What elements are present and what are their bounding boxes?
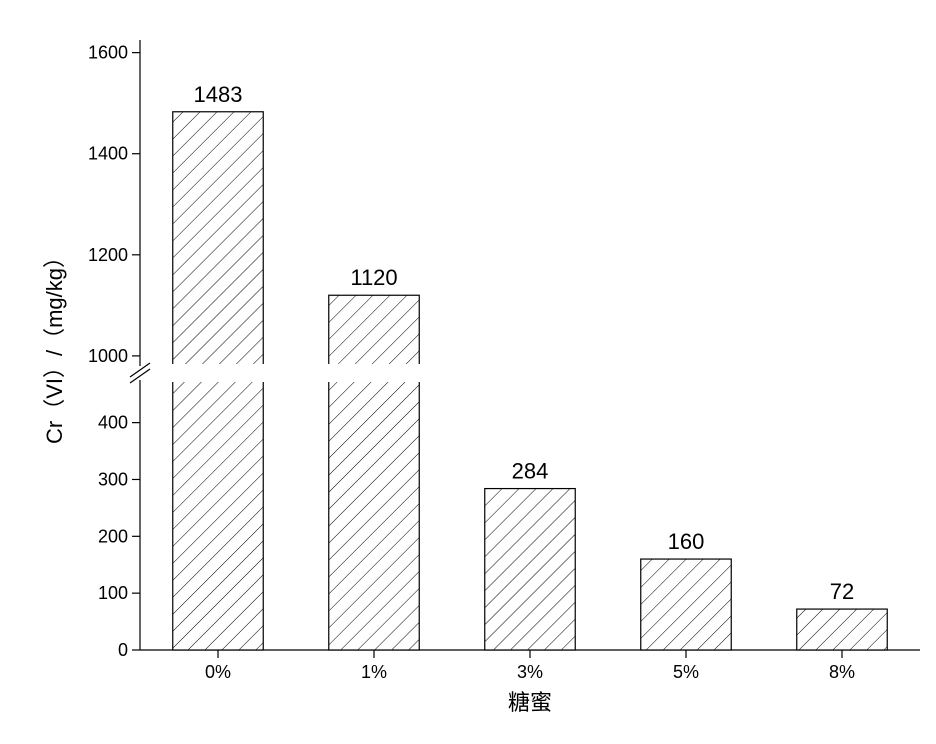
bar-upper <box>173 112 263 366</box>
bar-value-label: 1120 <box>350 265 397 290</box>
bar-value-label: 160 <box>668 529 705 554</box>
ytick-label: 100 <box>98 583 128 603</box>
ytick-label: 1400 <box>88 144 128 164</box>
bar-lower <box>173 380 263 650</box>
ytick-label: 1200 <box>88 245 128 265</box>
xtick-label: 5% <box>673 662 699 682</box>
xtick-label: 8% <box>829 662 855 682</box>
bar-lower <box>329 380 419 650</box>
ytick-label: 1600 <box>88 43 128 63</box>
bar-chart: 0 100 200 300 400 1000 1200 1400 1600 0% 1% 3% 5% 8% 1… <box>20 20 936 724</box>
bar <box>641 559 731 650</box>
xtick-label: 1% <box>361 662 387 682</box>
ytick-label: 300 <box>98 469 128 489</box>
bar <box>485 489 575 650</box>
bar-value-label: 284 <box>512 459 549 484</box>
chart-container: 0 100 200 300 400 1000 1200 1400 1600 0% 1% 3% 5% 8% 1… <box>20 20 936 724</box>
x-axis-title: 糖蜜 <box>508 690 552 715</box>
bar-value-label: 1483 <box>194 82 243 107</box>
bar-break-mask <box>327 364 421 382</box>
bar-upper <box>329 295 419 366</box>
ytick-label: 1000 <box>88 346 128 366</box>
ytick-label: 400 <box>98 413 128 433</box>
bar-break-mask <box>171 364 265 382</box>
bar-value-label: 72 <box>830 579 854 604</box>
ytick-label: 200 <box>98 526 128 546</box>
y-axis-title: Cr（VI）/（mg/kg） <box>42 246 67 444</box>
xtick-label: 0% <box>205 662 231 682</box>
bar <box>797 609 887 650</box>
ytick-label: 0 <box>118 640 128 660</box>
xtick-label: 3% <box>517 662 543 682</box>
